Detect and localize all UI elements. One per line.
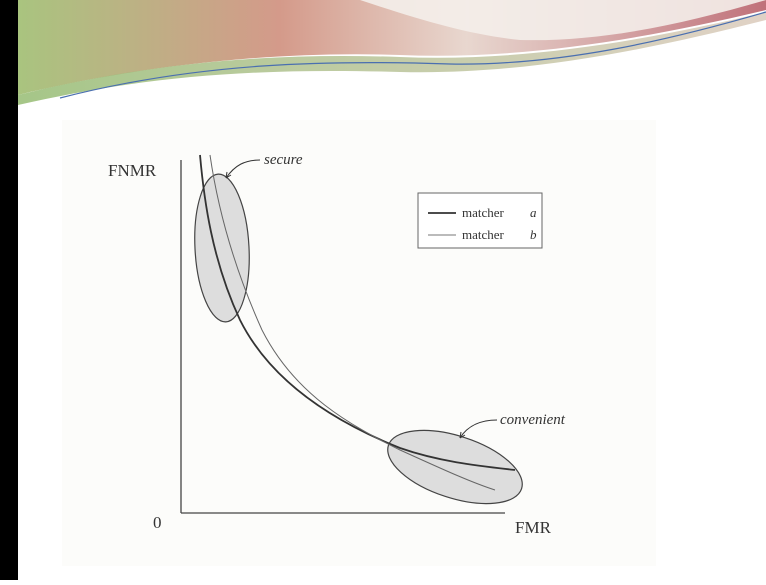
x-axis-label: FMR (515, 518, 552, 537)
slide: FNMR FMR 0 secure convenient matcher a m… (0, 0, 766, 580)
secure-annotation: secure (264, 152, 303, 168)
left-bar (0, 0, 18, 580)
legend-label: matcher (462, 205, 505, 220)
legend-id: a (530, 205, 537, 220)
page: FNMR FMR 0 secure convenient matcher a m… (0, 0, 766, 580)
convenient-annotation: convenient (500, 412, 566, 428)
legend-id: b (530, 227, 537, 242)
legend-label: matcher (462, 227, 505, 242)
figure-panel (62, 120, 656, 566)
origin-label: 0 (153, 513, 162, 532)
y-axis-label: FNMR (108, 161, 157, 180)
